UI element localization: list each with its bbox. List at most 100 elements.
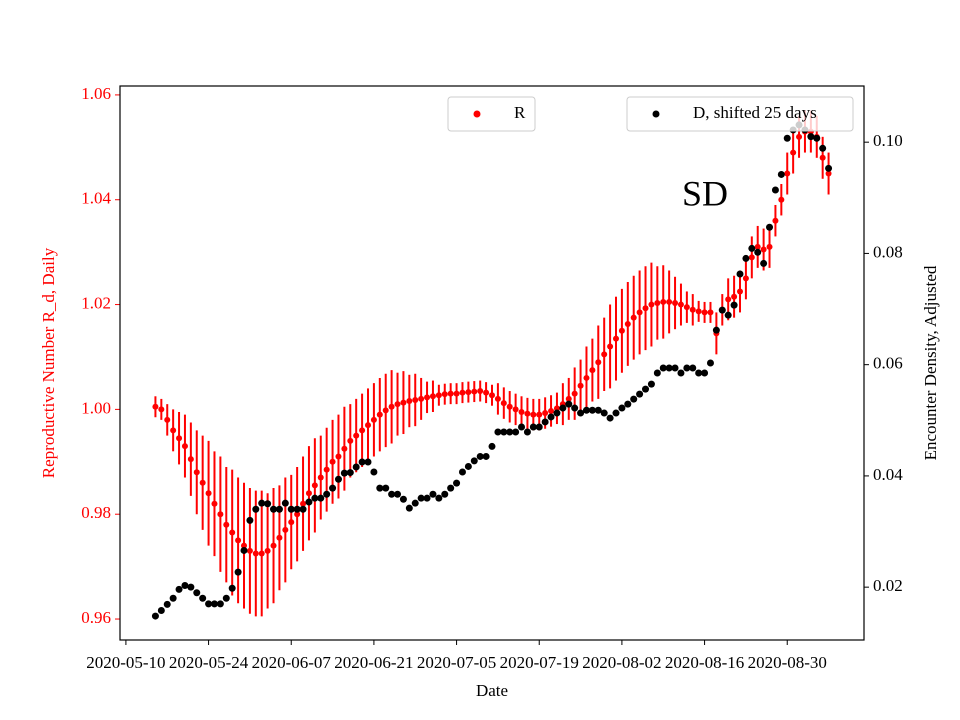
data-point	[282, 526, 289, 533]
data-point	[193, 469, 200, 476]
data-point	[630, 395, 638, 403]
data-point	[582, 406, 590, 414]
legend-label: R	[514, 103, 526, 122]
data-point	[672, 299, 679, 306]
legend-marker	[473, 110, 481, 118]
data-point	[760, 259, 768, 267]
data-point	[151, 612, 159, 620]
data-point	[424, 394, 431, 401]
data-point	[453, 390, 460, 397]
data-point	[618, 327, 625, 334]
data-point	[677, 369, 685, 377]
data-point	[429, 393, 436, 400]
data-point	[406, 397, 413, 404]
data-point	[748, 254, 755, 261]
data-point	[718, 306, 726, 314]
data-point	[270, 505, 278, 513]
data-point	[771, 186, 779, 194]
data-point	[512, 428, 520, 436]
data-point	[630, 314, 637, 321]
data-point	[683, 304, 690, 311]
data-point	[624, 400, 632, 408]
data-point	[223, 521, 230, 528]
data-point	[677, 301, 684, 308]
plot-frame	[119, 85, 865, 641]
data-point	[476, 452, 484, 460]
data-point	[530, 411, 537, 418]
data-point	[435, 494, 443, 502]
data-point	[258, 499, 266, 507]
data-point	[294, 511, 301, 518]
data-point	[606, 414, 614, 422]
data-point	[518, 409, 525, 416]
data-point	[595, 359, 602, 366]
data-point	[293, 505, 301, 513]
data-point	[365, 422, 371, 429]
data-point	[276, 534, 283, 541]
data-point	[241, 542, 247, 549]
data-point	[600, 409, 608, 417]
x-tick-label: 2020-08-02	[582, 653, 661, 672]
data-point	[648, 301, 655, 308]
data-point	[199, 594, 207, 602]
data-point	[447, 484, 455, 492]
data-point	[825, 170, 832, 177]
data-point	[612, 409, 620, 417]
data-point	[376, 484, 384, 492]
data-point	[305, 490, 312, 497]
data-point	[181, 443, 188, 450]
data-point	[364, 458, 372, 466]
data-point	[577, 382, 584, 389]
data-point	[565, 400, 573, 408]
data-point	[683, 364, 691, 372]
data-point	[653, 369, 661, 377]
data-point	[394, 490, 402, 498]
data-point	[288, 519, 295, 526]
data-point	[477, 388, 484, 395]
data-point	[205, 600, 213, 608]
data-point	[553, 409, 561, 417]
data-point	[506, 428, 514, 436]
data-point	[819, 144, 827, 152]
data-point	[352, 463, 360, 471]
data-point	[205, 490, 212, 497]
x-tick-label: 2020-08-30	[748, 653, 827, 672]
data-point	[535, 423, 543, 431]
data-point	[435, 392, 442, 399]
data-point	[577, 409, 585, 417]
data-point	[411, 499, 419, 507]
x-tick-label: 2020-06-07	[252, 653, 332, 672]
data-point	[494, 428, 502, 436]
y2-tick-label: 0.06	[873, 354, 903, 373]
data-point	[731, 293, 738, 300]
data-point	[311, 482, 318, 489]
data-point	[488, 442, 496, 450]
data-point	[724, 311, 732, 319]
y-tick-label: 0.98	[81, 503, 111, 522]
data-point	[246, 547, 253, 554]
data-point	[760, 246, 767, 253]
data-point	[400, 399, 407, 406]
data-point	[459, 389, 466, 396]
data-point	[240, 546, 248, 554]
data-point	[778, 196, 785, 203]
data-point	[589, 367, 596, 374]
data-point	[553, 405, 560, 412]
data-point	[489, 392, 495, 399]
data-point	[482, 452, 490, 460]
data-point	[624, 320, 631, 327]
data-point	[636, 390, 644, 398]
data-point	[359, 427, 366, 434]
data-point	[210, 600, 218, 608]
data-point	[659, 364, 667, 372]
data-point	[346, 469, 354, 477]
data-point	[418, 395, 425, 402]
data-point	[453, 479, 461, 487]
data-point	[766, 243, 773, 250]
data-point	[176, 435, 183, 442]
data-point	[748, 244, 756, 252]
data-point	[725, 296, 732, 303]
data-point	[819, 154, 826, 161]
data-point	[512, 406, 519, 413]
